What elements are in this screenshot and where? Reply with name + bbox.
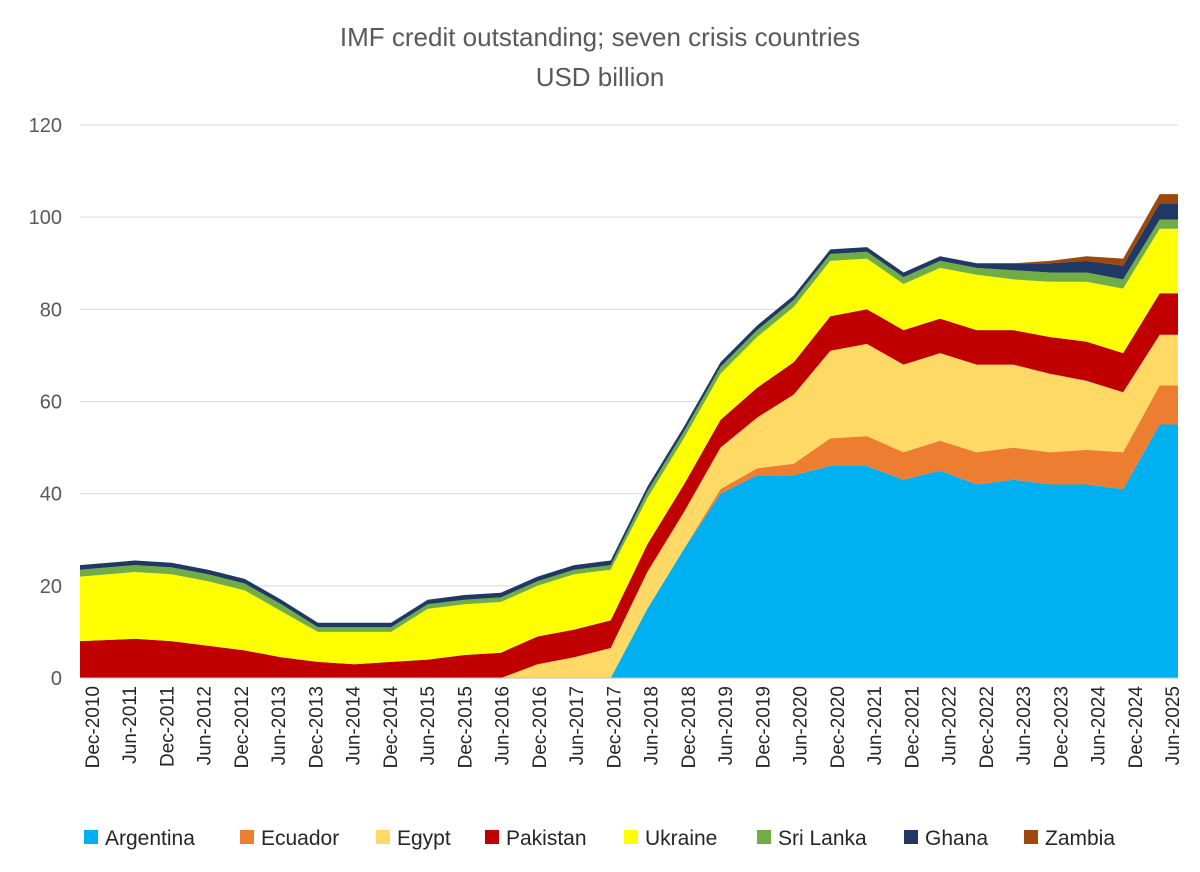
legend-label: Ecuador <box>261 827 339 850</box>
x-tick-label: Jun-2022 <box>940 686 961 765</box>
legend-swatch <box>904 830 918 844</box>
legend-swatch <box>1024 830 1038 844</box>
legend-label: Sri Lanka <box>778 827 867 850</box>
area-pakistan <box>80 293 1178 678</box>
x-axis-ticks: Dec-2010 Jun-2011 Dec-2011 Jun-2012 Dec-2012… <box>83 686 1184 769</box>
legend-swatch <box>757 830 771 844</box>
x-tick-label: Jun-2012 <box>195 686 216 765</box>
legend-swatch <box>624 830 638 844</box>
legend-label: Ukraine <box>645 827 717 850</box>
y-axis-ticks: 0 20 40 60 80 100 120 <box>29 115 62 690</box>
x-tick-label: Jun-2019 <box>716 686 737 765</box>
legend-swatch <box>240 830 254 844</box>
legend-label: Zambia <box>1045 827 1115 850</box>
legend-label: Pakistan <box>506 827 587 850</box>
legend-swatch <box>485 830 499 844</box>
y-tick-label: 40 <box>40 484 62 506</box>
x-tick-label: Jun-2023 <box>1014 686 1035 765</box>
legend-label: Argentina <box>105 827 195 850</box>
y-tick-label: 20 <box>40 576 62 598</box>
x-tick-label: Dec-2022 <box>977 686 998 768</box>
legend-swatch <box>84 830 98 844</box>
x-tick-label: Dec-2018 <box>679 686 700 768</box>
area-ecuador <box>80 385 1178 678</box>
x-tick-label: Jun-2025 <box>1163 686 1184 765</box>
y-tick-label: 60 <box>40 392 62 414</box>
x-tick-label: Dec-2021 <box>902 686 923 768</box>
x-tick-label: Dec-2010 <box>83 686 104 768</box>
area-argentina <box>80 424 1178 678</box>
x-tick-label: Dec-2019 <box>753 686 774 768</box>
chart-subtitle: USD billion <box>536 62 665 92</box>
x-tick-label: Dec-2024 <box>1126 686 1147 769</box>
stacked-areas <box>80 194 1178 678</box>
x-tick-label: Jun-2017 <box>567 686 588 765</box>
area-egypt <box>80 334 1178 678</box>
y-tick-label: 100 <box>29 207 62 229</box>
y-tick-label: 120 <box>29 115 62 137</box>
x-tick-label: Jun-2024 <box>1089 686 1110 766</box>
x-tick-label: Dec-2015 <box>455 686 476 768</box>
legend-label: Egypt <box>397 827 451 850</box>
x-tick-label: Jun-2014 <box>344 686 365 766</box>
x-tick-label: Dec-2014 <box>381 686 402 769</box>
legend-swatch <box>376 830 390 844</box>
x-tick-label: Jun-2018 <box>642 686 663 765</box>
x-tick-label: Jun-2020 <box>791 686 812 765</box>
x-tick-label: Jun-2015 <box>418 686 439 765</box>
y-tick-label: 80 <box>40 299 62 321</box>
x-tick-label: Dec-2020 <box>828 686 849 768</box>
area-ukraine <box>80 228 1178 665</box>
x-tick-label: Dec-2013 <box>306 686 327 768</box>
x-tick-label: Dec-2023 <box>1051 686 1072 768</box>
legend-label: Ghana <box>925 827 988 850</box>
x-tick-label: Jun-2011 <box>120 686 141 764</box>
x-tick-label: Jun-2013 <box>269 686 290 765</box>
legend: Argentina Ecuador Egypt Pakistan Ukraine Sri … <box>84 827 1115 850</box>
y-tick-label: 0 <box>51 668 62 690</box>
x-tick-label: Dec-2016 <box>530 686 551 768</box>
x-tick-label: Dec-2012 <box>232 686 253 768</box>
x-tick-label: Dec-2017 <box>604 686 625 768</box>
x-tick-label: Jun-2021 <box>865 686 886 765</box>
x-tick-label: Dec-2011 <box>158 686 179 767</box>
x-tick-label: Jun-2016 <box>493 686 514 765</box>
chart-title: IMF credit outstanding; seven crisis cou… <box>340 22 860 52</box>
